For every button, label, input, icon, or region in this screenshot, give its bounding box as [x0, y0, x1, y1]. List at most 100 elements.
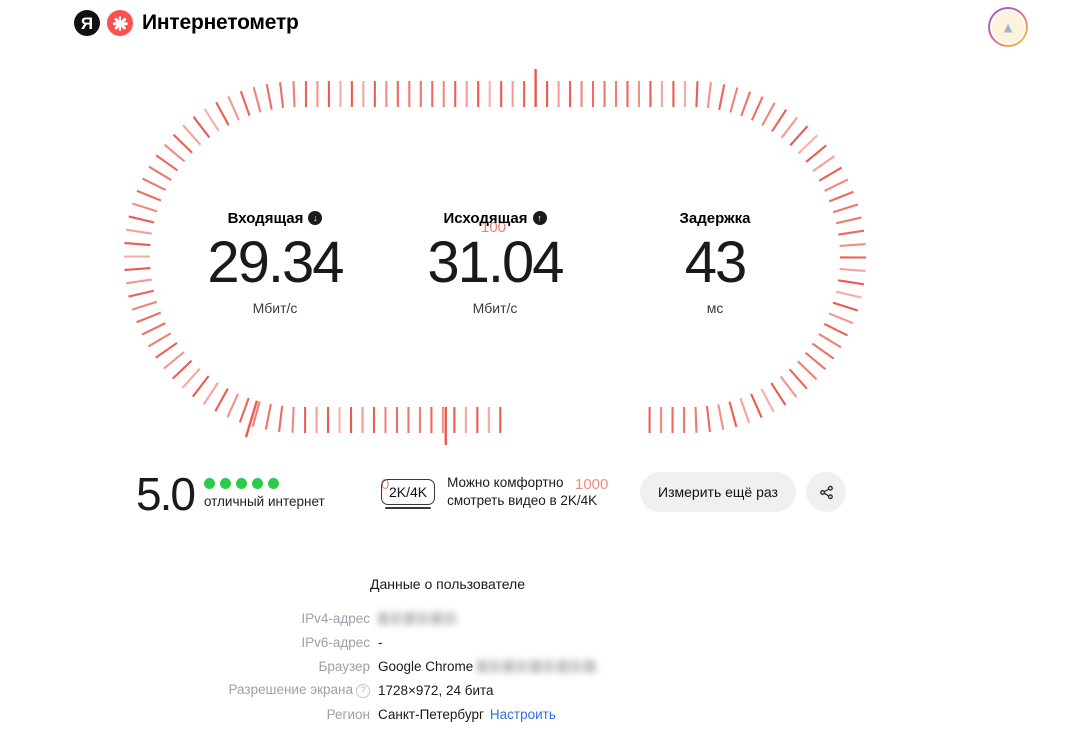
gauge-tick — [141, 322, 166, 336]
metric-upload-title-row: Исходящая ↑ — [395, 208, 595, 228]
table-row: Разрешение экрана? 1728×972, 24 бита — [0, 678, 1068, 702]
gauge-tick — [760, 388, 775, 413]
gauge-tick — [811, 342, 835, 360]
gauge-tick — [124, 266, 151, 272]
gauge-tick — [202, 382, 219, 405]
gauge-tick — [818, 166, 843, 182]
video-quality-text: Можно комфортно смотреть видео в 2K/4K — [447, 474, 597, 510]
gauge-tick — [706, 82, 712, 109]
gauge-tick-major — [244, 400, 259, 438]
gauge-tick — [292, 81, 296, 108]
user-data-value — [378, 606, 1068, 630]
gauge-tick — [226, 393, 240, 418]
metric-download-value: 29.34 — [207, 230, 344, 295]
gauge-tick — [215, 101, 230, 126]
speed-gauge: 100 0 1000 — [0, 62, 1068, 493]
redacted-value — [477, 659, 598, 673]
retry-measure-button[interactable]: Измерить ещё раз — [640, 472, 796, 512]
table-row: IPv6-адрес - — [0, 630, 1068, 654]
gauge-label-top: 100 — [481, 219, 507, 236]
gauge-tick — [191, 375, 210, 398]
avatar-art: ▲ — [1000, 19, 1016, 37]
user-data-key: IPv6-адрес — [301, 634, 370, 650]
gauge-tick — [718, 84, 726, 111]
gauge-tick — [147, 332, 172, 348]
gauge-tick — [805, 144, 827, 163]
user-data-table: IPv4-адрес IPv6-адрес - Браузер Google Chrom… — [0, 606, 1068, 726]
table-row: IPv4-адрес — [0, 606, 1068, 630]
gauge-tick — [839, 242, 866, 248]
red-asterisk-icon — [107, 10, 133, 36]
gauge-tick — [192, 116, 211, 139]
user-data-value: - — [378, 634, 383, 650]
gauge-tick — [804, 351, 827, 371]
gauge-tick — [252, 86, 262, 113]
video-quality-line2: смотреть видео в 2K/4K — [447, 493, 598, 508]
gauge-tick — [695, 81, 699, 108]
user-data-title: Данные о пользователе — [370, 576, 526, 592]
metric-latency-title: Задержка — [679, 209, 751, 227]
gauge-tick — [148, 165, 172, 181]
gauge-tick — [788, 368, 808, 390]
page-title: Интернетометр — [142, 11, 299, 34]
gauge-tick — [125, 228, 152, 235]
gauge-tick — [214, 387, 229, 412]
gauge-ticks-graphic — [123, 69, 867, 445]
metrics-row: Входящая ↓ 29.34 Мбит/с Исходящая ↑ 31.0… — [0, 208, 1068, 338]
gauge-tick — [239, 90, 251, 117]
gauge-tick — [265, 83, 273, 110]
score-dot — [235, 478, 247, 489]
gauge-tick — [824, 178, 849, 192]
metric-upload: Исходящая ↑ 31.04 Мбит/с — [395, 208, 595, 317]
gauge-tick — [128, 215, 155, 224]
gauge-tick — [839, 267, 866, 273]
brand-logo[interactable]: Я Интернетометр — [74, 10, 299, 36]
gauge-tick — [182, 124, 202, 146]
gauge-tick — [780, 116, 799, 139]
gauge-tick — [832, 203, 859, 214]
score-dot — [267, 478, 279, 489]
gauge-tick — [717, 404, 725, 431]
gauge-tick — [125, 278, 152, 285]
score-block: 5.0 отличный интернет — [136, 470, 325, 518]
user-data-value: Google Chrome — [378, 654, 1068, 678]
help-icon[interactable]: ? — [356, 684, 370, 698]
gauge-label-right: 1000 — [575, 476, 609, 493]
gauge-tick — [136, 189, 162, 202]
gauge-tick — [238, 397, 250, 423]
metric-upload-unit: Мбит/с — [472, 300, 518, 316]
gauge-tick — [278, 405, 284, 432]
gauge-tick — [172, 359, 193, 380]
gauge-tick — [750, 96, 764, 121]
metric-upload-value: 31.04 — [427, 230, 564, 295]
avatar: ▲ — [990, 9, 1026, 45]
gauge-tick — [838, 279, 865, 286]
gauge-tick — [136, 311, 162, 324]
share-nodes-icon — [819, 485, 833, 499]
user-data-value: Санкт-Петербург Настроить — [378, 706, 556, 722]
gauge-tick — [728, 401, 738, 428]
configure-region-link[interactable]: Настроить — [489, 706, 556, 722]
score-caption: отличный интернет — [203, 494, 325, 509]
video-quality-block: 2K/4K Можно комфортно смотреть видео в 2… — [381, 474, 597, 510]
upload-arrow-icon: ↑ — [532, 211, 547, 225]
share-button[interactable] — [806, 472, 846, 512]
gauge-tick — [124, 241, 151, 247]
gauge-tick — [694, 406, 698, 433]
gauge-tick — [779, 375, 798, 398]
gauge-tick — [155, 154, 179, 172]
gauge-tick — [771, 109, 788, 132]
gauge-tick — [251, 401, 261, 427]
gauge-tick — [818, 333, 842, 349]
gauge-tick — [279, 82, 285, 109]
gauge-tick — [172, 133, 193, 154]
page-header: Я Интернетометр ▲ — [0, 0, 1068, 56]
redacted-value — [378, 611, 458, 625]
gauge-tick — [750, 393, 763, 419]
summary-row: 5.0 отличный интернет 2K/4K Можно комфор… — [0, 468, 1068, 530]
gauge-tick — [797, 360, 818, 381]
gauge-tick — [740, 91, 752, 117]
table-row: Регион Санкт-Петербург Настроить — [0, 702, 1068, 726]
user-avatar-icon[interactable]: ▲ — [988, 7, 1028, 47]
score-dot — [203, 478, 215, 489]
